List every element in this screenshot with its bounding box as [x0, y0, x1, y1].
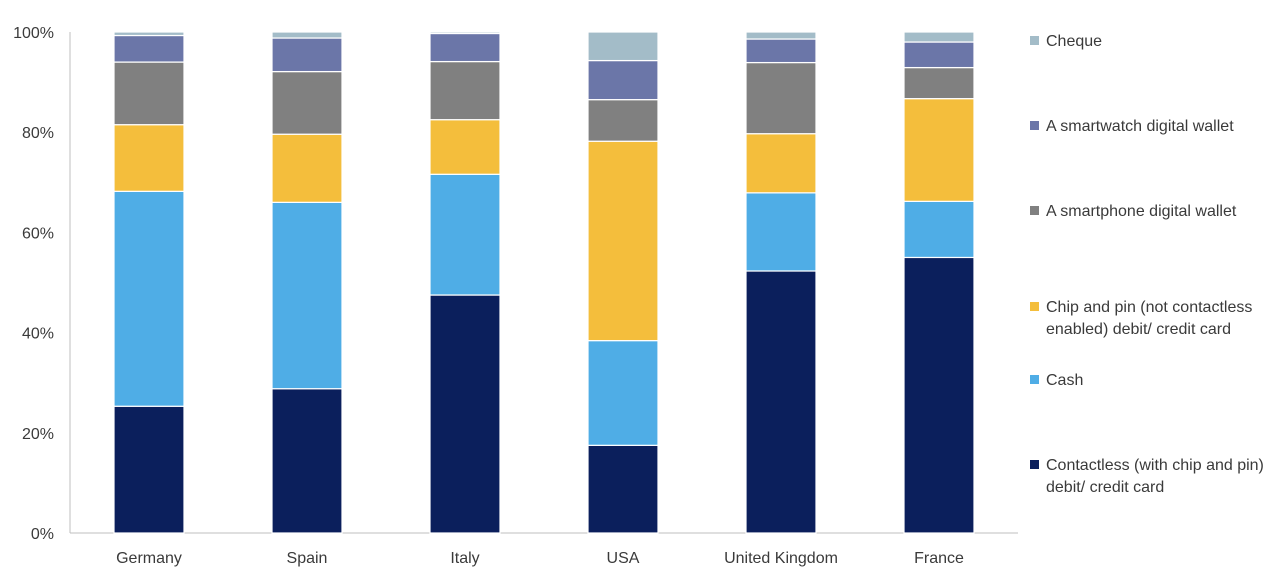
bar-segment	[745, 38, 817, 64]
bar-segment	[271, 388, 343, 534]
bar-segment	[429, 31, 501, 35]
bar-segment	[587, 444, 659, 534]
bar-segment	[903, 200, 975, 259]
legend-swatch	[1030, 375, 1039, 384]
bar-segment	[113, 34, 185, 63]
legend-swatch	[1030, 206, 1039, 215]
x-category-label: France	[914, 550, 964, 567]
x-category-label: Germany	[116, 550, 182, 567]
bar-segment	[113, 405, 185, 534]
legend-label: Contactless (with chip and pin) debit/ cr…	[1046, 457, 1264, 496]
bar-segment	[587, 340, 659, 446]
legend-label: A smartphone digital wallet	[1046, 203, 1237, 220]
bar-segment	[745, 31, 817, 40]
bar-segment	[903, 256, 975, 534]
bar-segment	[587, 31, 659, 62]
bar-stack-usa	[587, 31, 659, 534]
x-category-label: Italy	[450, 550, 479, 567]
bar-segment	[113, 31, 185, 37]
bar-segment	[587, 59, 659, 101]
bar-segment	[587, 99, 659, 142]
bar-segment	[745, 270, 817, 534]
bar-segment	[745, 61, 817, 135]
bar-segment	[113, 61, 185, 126]
bar-stack-united-kingdom	[745, 31, 817, 534]
bar-segment	[429, 60, 501, 121]
bar-segment	[903, 98, 975, 202]
y-tick-label: 100%	[13, 25, 54, 42]
x-category-label: United Kingdom	[724, 550, 838, 567]
legend-swatch	[1030, 121, 1039, 130]
bar-stack-italy	[429, 31, 501, 534]
bar-segment	[587, 140, 659, 342]
bar-segment	[429, 294, 501, 534]
y-tick-label: 0%	[31, 526, 54, 543]
y-tick-label: 80%	[22, 125, 54, 142]
legend-label: Chip and pin (not contactless enabled) de…	[1046, 299, 1252, 338]
bar-segment	[903, 41, 975, 69]
y-tick-label: 60%	[22, 225, 54, 242]
legend-swatch	[1030, 302, 1039, 311]
bar-segment	[271, 70, 343, 135]
y-tick-label: 20%	[22, 426, 54, 443]
legend-label: Cash	[1046, 372, 1083, 389]
bar-segment	[745, 133, 817, 194]
bars-group	[113, 31, 975, 534]
bar-segment	[903, 31, 975, 43]
bar-segment	[271, 31, 343, 39]
bar-segment	[271, 133, 343, 203]
legend: Cheque A smartwatch digital wallet A smart…	[1030, 33, 1264, 496]
bar-segment	[271, 37, 343, 73]
bar-segment	[429, 173, 501, 296]
bar-segment	[903, 66, 975, 100]
bar-stack-germany	[113, 31, 185, 534]
y-axis-ticks: 0% 20% 40% 60% 80% 100%	[13, 25, 54, 543]
legend-label: A smartwatch digital wallet	[1046, 118, 1234, 135]
bar-segment	[429, 119, 501, 175]
x-category-label: USA	[607, 550, 640, 567]
bar-segment	[429, 32, 501, 63]
legend-label: Cheque	[1046, 33, 1102, 50]
legend-swatch	[1030, 36, 1039, 45]
bar-stack-france	[903, 31, 975, 534]
y-tick-label: 40%	[22, 326, 54, 343]
chart-axes	[69, 32, 1018, 534]
x-category-label: Spain	[287, 550, 328, 567]
bar-segment	[271, 201, 343, 390]
bar-stack-spain	[271, 31, 343, 534]
bar-segment	[113, 190, 185, 407]
bar-segment	[113, 124, 185, 192]
legend-swatch	[1030, 460, 1039, 469]
bar-segment	[745, 192, 817, 272]
x-axis-category-labels: Germany Spain Italy USA United Kingdom France	[116, 550, 964, 567]
